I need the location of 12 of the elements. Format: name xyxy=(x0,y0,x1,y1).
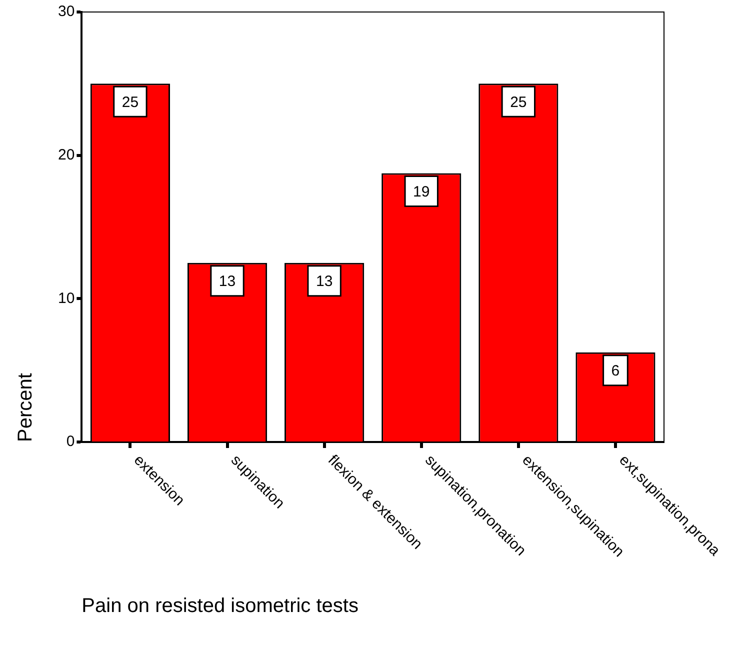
x-axis-title: Pain on resisted isometric tests xyxy=(82,595,358,617)
y-tick-label: 0 xyxy=(66,433,75,450)
data-label: 19 xyxy=(413,183,430,200)
y-tick-label: 10 xyxy=(58,290,75,307)
y-tick-label: 20 xyxy=(58,146,75,164)
y-tick-label: 30 xyxy=(58,3,75,20)
data-label: 13 xyxy=(218,272,236,290)
data-label: 13 xyxy=(316,272,333,290)
data-label: 25 xyxy=(122,94,139,111)
data-label: 6 xyxy=(611,362,620,380)
y-axis-title: Percent xyxy=(14,372,37,442)
data-label: 25 xyxy=(510,94,527,111)
